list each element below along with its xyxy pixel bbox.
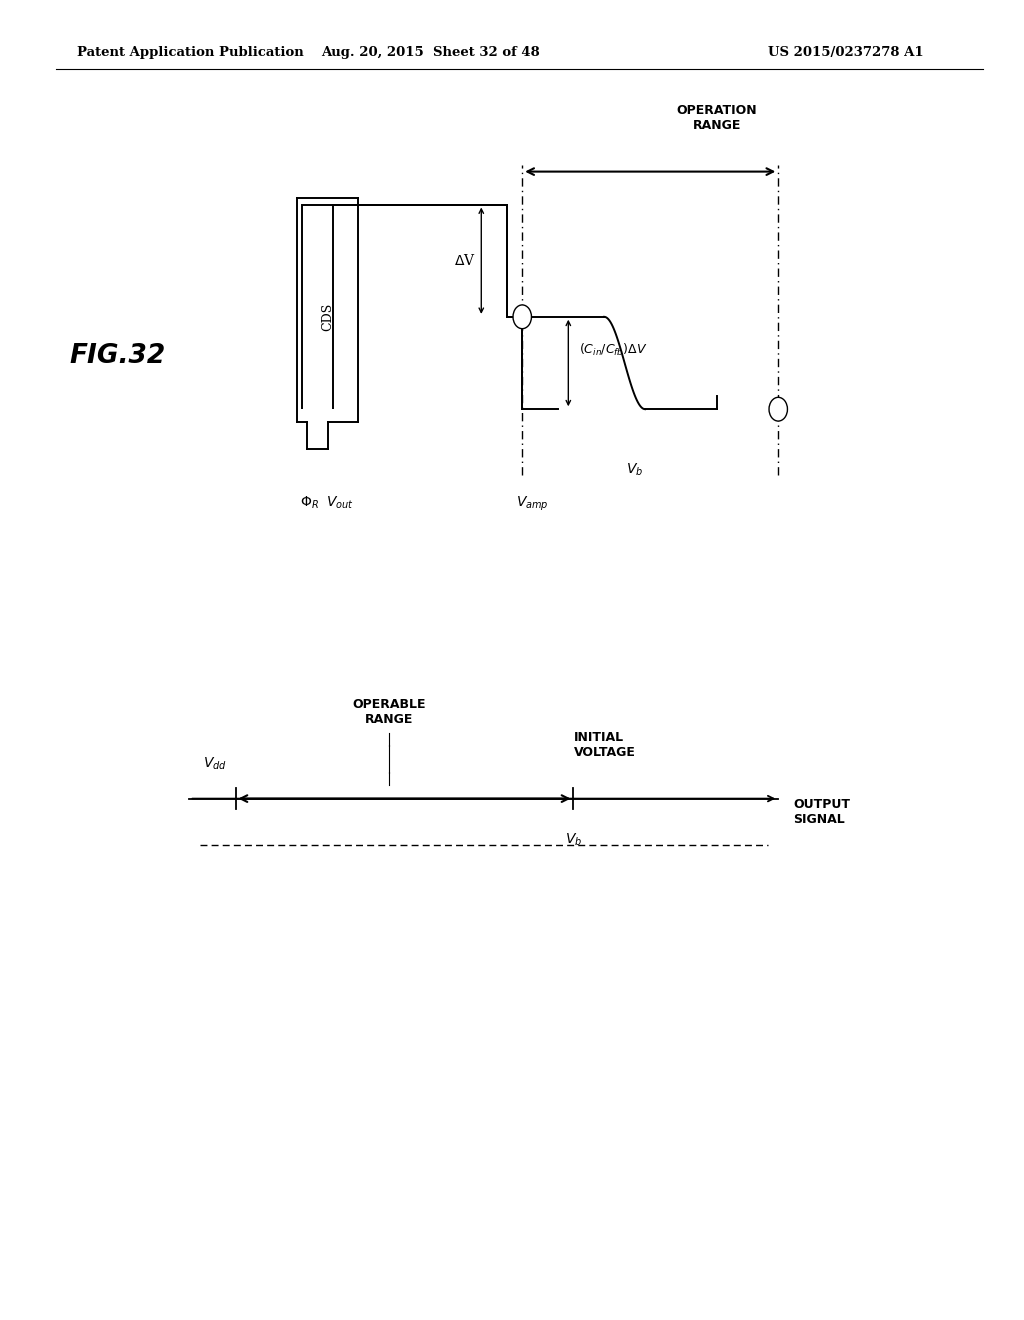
Text: $\Delta$V: $\Delta$V — [455, 253, 476, 268]
Text: $V_b$: $V_b$ — [565, 832, 582, 847]
Text: OPERATION
RANGE: OPERATION RANGE — [677, 104, 757, 132]
Text: US 2015/0237278 A1: US 2015/0237278 A1 — [768, 46, 924, 59]
Text: OPERABLE
RANGE: OPERABLE RANGE — [352, 698, 426, 726]
Text: Patent Application Publication: Patent Application Publication — [77, 46, 303, 59]
Circle shape — [513, 305, 531, 329]
Text: FIG.32: FIG.32 — [70, 343, 166, 370]
Text: Aug. 20, 2015  Sheet 32 of 48: Aug. 20, 2015 Sheet 32 of 48 — [321, 46, 540, 59]
Text: $V_{amp}$: $V_{amp}$ — [516, 495, 549, 513]
Text: $V_b$: $V_b$ — [627, 462, 643, 478]
Text: OUTPUT
SIGNAL: OUTPUT SIGNAL — [794, 797, 851, 826]
Text: $(C_{in}/C_{fb})\Delta V$: $(C_{in}/C_{fb})\Delta V$ — [579, 342, 647, 358]
Text: $V_{out}$: $V_{out}$ — [326, 495, 354, 511]
Text: $V_{dd}$: $V_{dd}$ — [203, 756, 227, 772]
Text: INITIAL
VOLTAGE: INITIAL VOLTAGE — [573, 731, 635, 759]
Text: CDS: CDS — [322, 302, 334, 331]
Circle shape — [769, 397, 787, 421]
Text: $\Phi_R$: $\Phi_R$ — [300, 495, 318, 511]
